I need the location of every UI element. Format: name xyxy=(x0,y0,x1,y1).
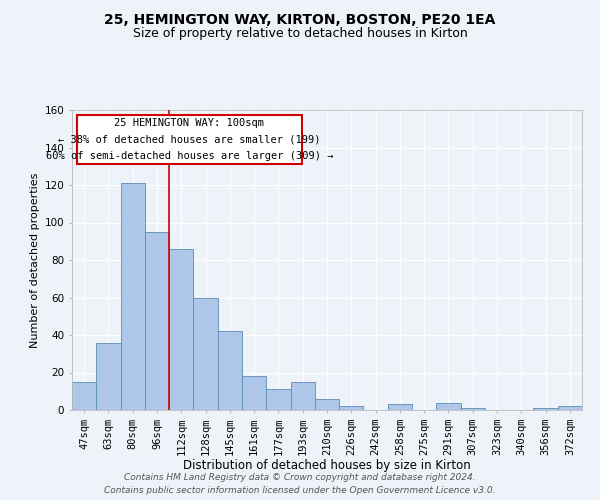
Y-axis label: Number of detached properties: Number of detached properties xyxy=(31,172,40,348)
Bar xyxy=(533,408,558,410)
Text: 60% of semi-detached houses are larger (309) →: 60% of semi-detached houses are larger (… xyxy=(46,151,333,161)
Text: Contains HM Land Registry data © Crown copyright and database right 2024.
Contai: Contains HM Land Registry data © Crown c… xyxy=(104,474,496,495)
Bar xyxy=(339,406,364,410)
Text: 25 HEMINGTON WAY: 100sqm: 25 HEMINGTON WAY: 100sqm xyxy=(115,118,265,128)
FancyBboxPatch shape xyxy=(77,114,302,164)
Bar xyxy=(169,248,193,410)
Bar xyxy=(121,183,145,410)
Bar xyxy=(193,298,218,410)
Bar xyxy=(315,399,339,410)
Text: ← 38% of detached houses are smaller (199): ← 38% of detached houses are smaller (19… xyxy=(58,134,320,144)
Text: Size of property relative to detached houses in Kirton: Size of property relative to detached ho… xyxy=(133,28,467,40)
Bar xyxy=(218,331,242,410)
Bar xyxy=(436,402,461,410)
Bar xyxy=(72,382,96,410)
X-axis label: Distribution of detached houses by size in Kirton: Distribution of detached houses by size … xyxy=(183,460,471,472)
Bar xyxy=(266,390,290,410)
Bar xyxy=(290,382,315,410)
Bar xyxy=(388,404,412,410)
Bar xyxy=(145,232,169,410)
Bar xyxy=(461,408,485,410)
Text: 25, HEMINGTON WAY, KIRTON, BOSTON, PE20 1EA: 25, HEMINGTON WAY, KIRTON, BOSTON, PE20 … xyxy=(104,12,496,26)
Bar xyxy=(242,376,266,410)
Bar xyxy=(558,406,582,410)
Bar xyxy=(96,342,121,410)
